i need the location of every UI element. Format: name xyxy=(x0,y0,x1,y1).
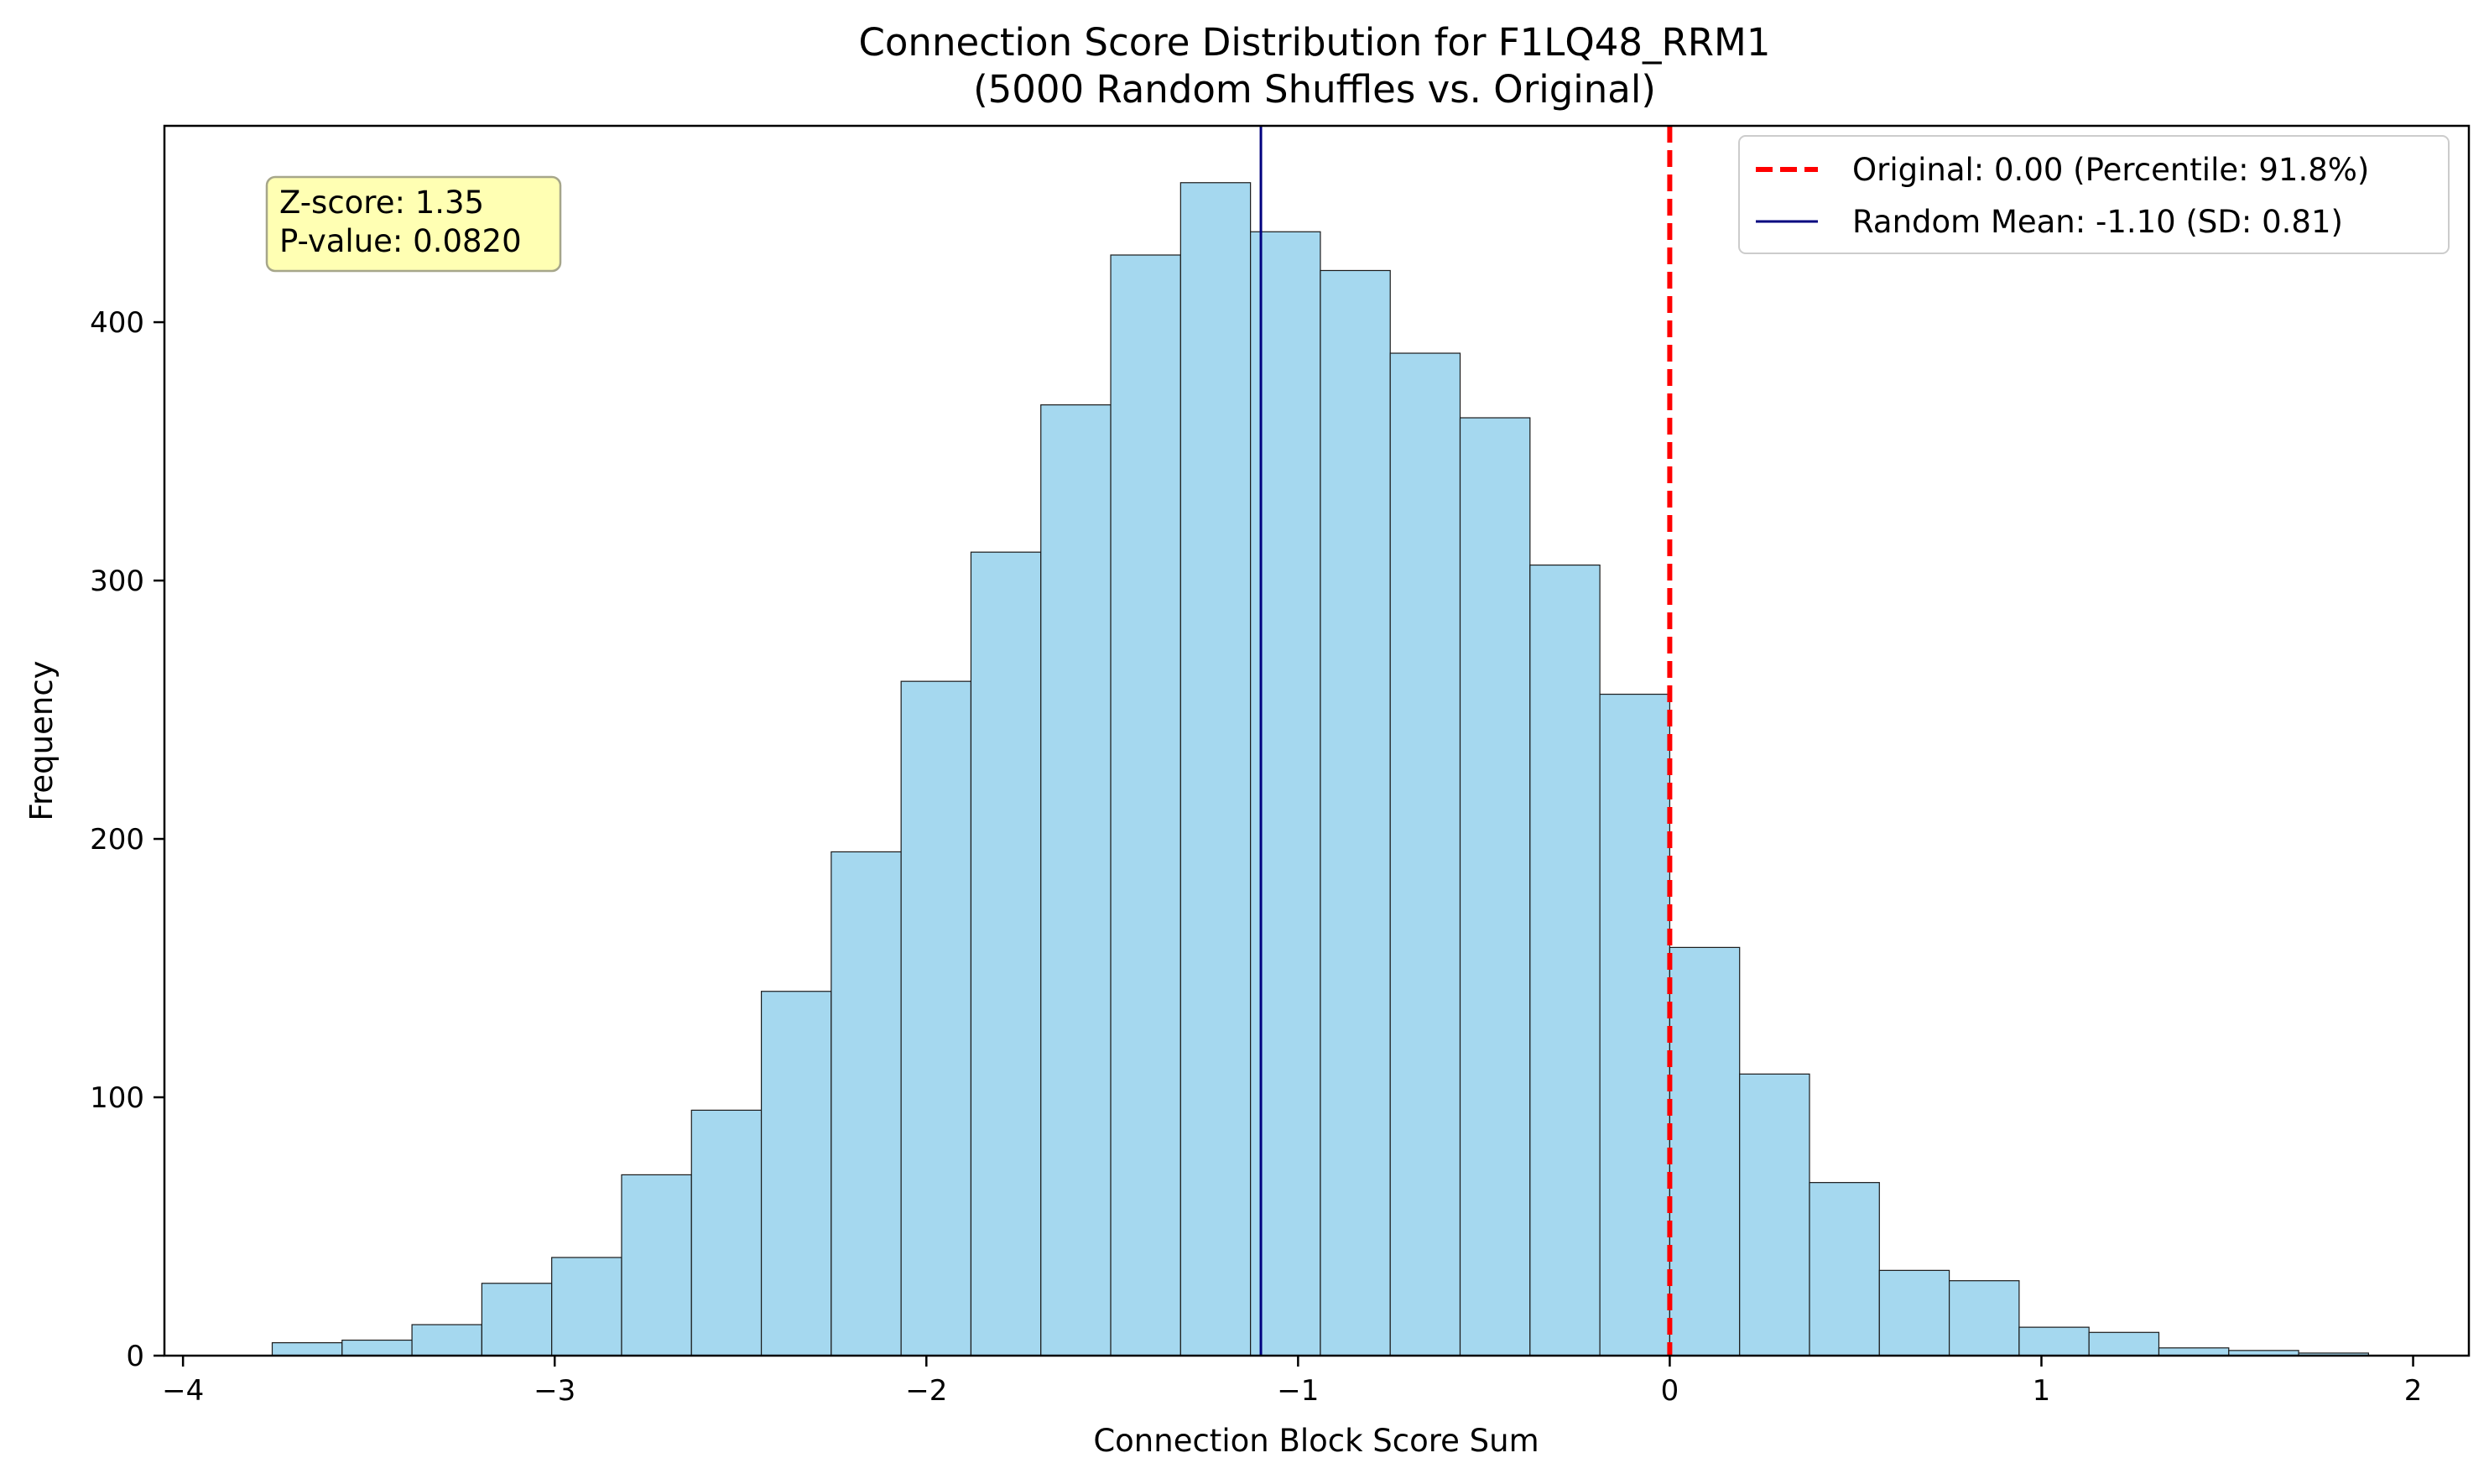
y-tick-label: 400 xyxy=(90,306,144,340)
histogram-bar xyxy=(900,680,972,1356)
chart-title: Connection Score Distribution for F1LQ48… xyxy=(858,20,1770,65)
x-tick-label: −4 xyxy=(162,1374,204,1408)
chart-legend: Original: 0.00 (Percentile: 91.8%) Rando… xyxy=(1738,135,2450,254)
y-axis-ticks: 0 100 200 300 400 xyxy=(90,306,164,1373)
histogram-bar xyxy=(1599,693,1671,1356)
y-tick-label: 0 xyxy=(126,1340,144,1373)
x-tick-label: 0 xyxy=(1661,1374,1679,1408)
x-tick-label: −1 xyxy=(1277,1374,1319,1408)
histogram-bar xyxy=(1669,946,1741,1356)
p-value-label: P-value: 0.0820 xyxy=(279,223,522,259)
chart-subtitle: (5000 Random Shuffles vs. Original) xyxy=(973,67,1656,112)
histogram-bar xyxy=(411,1324,482,1356)
histogram-bar xyxy=(481,1283,553,1356)
histogram-bar xyxy=(341,1339,413,1356)
histogram-bar xyxy=(1179,182,1252,1356)
y-tick-label: 200 xyxy=(90,823,144,857)
legend-label-original: Original: 0.00 (Percentile: 91.8%) xyxy=(1852,152,2369,188)
z-score-label: Z-score: 1.35 xyxy=(279,185,484,221)
x-tick-label: −3 xyxy=(534,1374,575,1408)
y-tick-label: 100 xyxy=(90,1081,144,1115)
histogram-bar xyxy=(1739,1073,1810,1356)
y-axis-label: Frequency xyxy=(23,660,60,820)
histogram-bar xyxy=(1809,1182,1880,1356)
histogram-bar xyxy=(1040,404,1112,1356)
reference-lines xyxy=(1259,126,1673,1356)
histogram-bar xyxy=(621,1174,692,1356)
histogram-bar xyxy=(2158,1347,2230,1356)
histogram-bar xyxy=(2018,1326,2090,1356)
x-tick-label: −2 xyxy=(905,1374,947,1408)
x-tick-label: 2 xyxy=(2404,1374,2423,1408)
histogram-bar xyxy=(2088,1331,2160,1356)
stats-box-background xyxy=(265,175,562,273)
histogram-bar xyxy=(760,991,832,1356)
histogram-bar xyxy=(970,551,1042,1356)
legend-label-random-mean: Random Mean: -1.10 (SD: 0.81) xyxy=(1852,204,2343,240)
histogram-bar xyxy=(1529,564,1601,1356)
legend-box xyxy=(1738,135,2450,254)
histogram-bar xyxy=(1389,352,1461,1356)
plot-area-frame xyxy=(163,124,2471,1357)
histogram-bar xyxy=(1320,269,1391,1356)
x-axis-ticks: −4 −3 −2 −1 0 1 2 xyxy=(162,1356,2422,1408)
histogram-bar xyxy=(831,851,902,1356)
stats-annotation-box: Z-score: 1.35 P-value: 0.0820 xyxy=(265,175,562,273)
histogram-bars xyxy=(271,182,2369,1356)
histogram-bar xyxy=(1948,1280,2020,1356)
x-axis-label: Connection Block Score Sum xyxy=(1093,1423,1539,1459)
histogram-bar xyxy=(1459,417,1531,1356)
histogram-bar xyxy=(690,1109,763,1356)
histogram-bar xyxy=(1878,1269,1950,1356)
histogram-bar xyxy=(271,1342,343,1356)
x-tick-label: 1 xyxy=(2033,1374,2051,1408)
histogram-bar xyxy=(551,1257,622,1356)
histogram-bar xyxy=(1110,254,1181,1356)
y-tick-label: 300 xyxy=(90,565,144,598)
